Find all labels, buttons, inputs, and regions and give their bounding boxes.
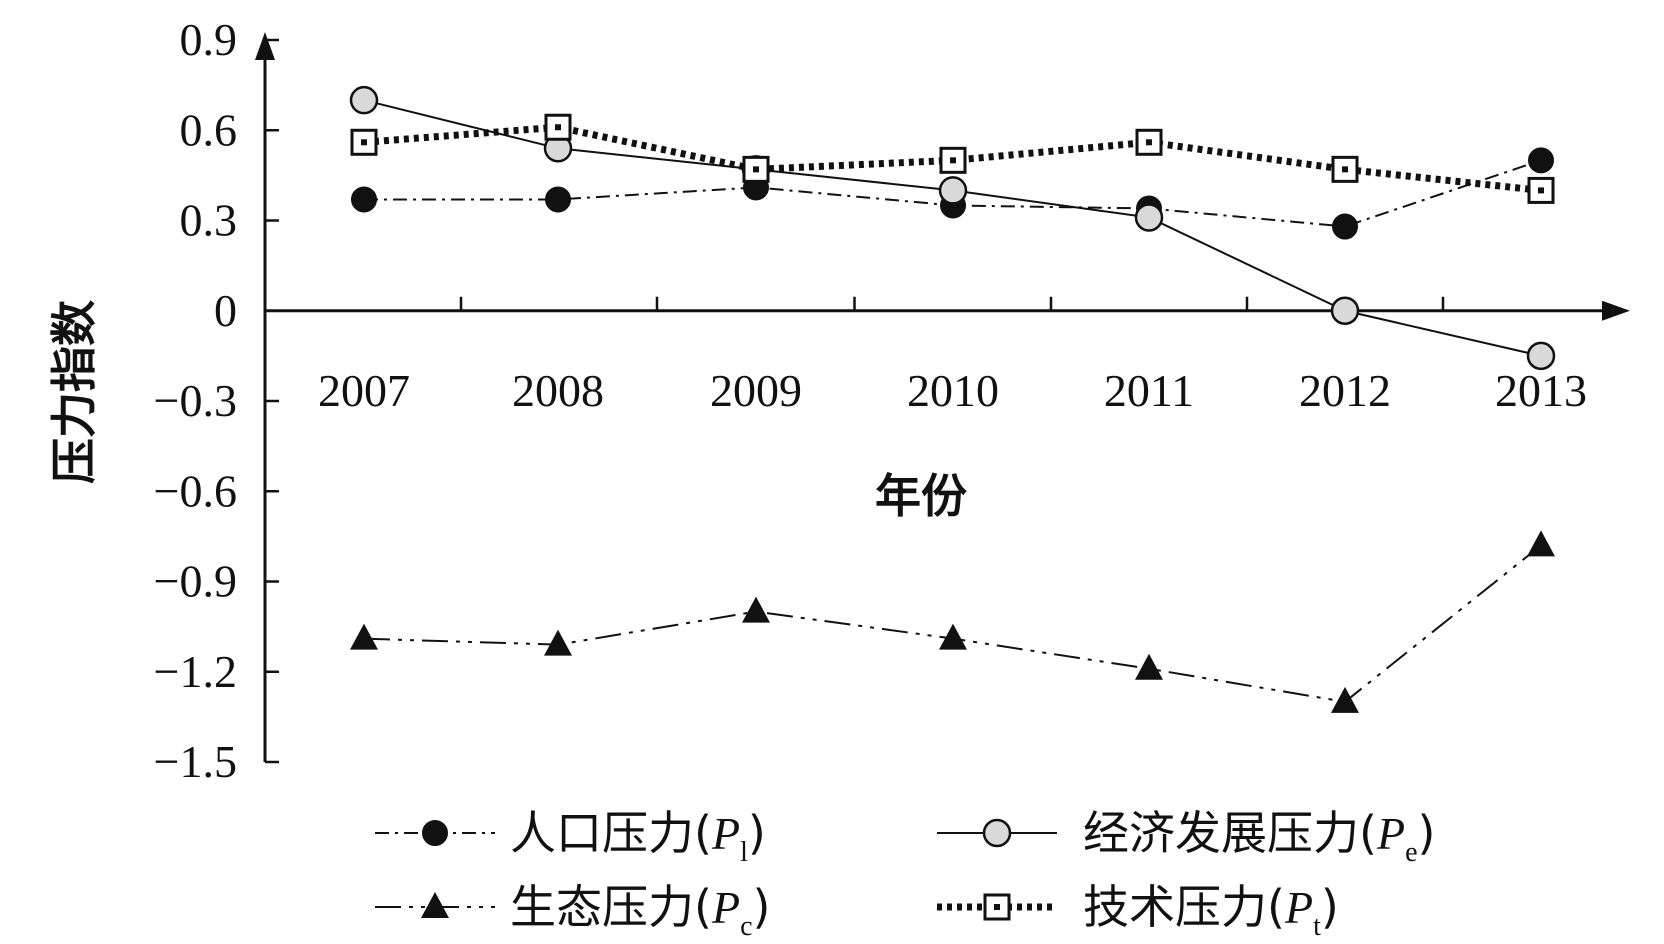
- data-point: [1134, 203, 1164, 232]
- x-tick-label: 2012: [1299, 365, 1391, 416]
- square-center: [555, 124, 561, 131]
- series-2: [349, 85, 1556, 371]
- y-tick-label: 0.3: [180, 195, 238, 246]
- data-point: [544, 629, 572, 656]
- series-layer: [349, 85, 1556, 713]
- legend-item-4: 技术压力(Pt): [937, 880, 1339, 942]
- x-axis-arrow: [1602, 300, 1630, 321]
- x-tick-label: 2007: [318, 365, 410, 416]
- data-point: [1135, 128, 1163, 156]
- series-line: [363, 99, 1542, 357]
- legend-label: 人口压力(Pl): [510, 806, 766, 868]
- tick-labels: 0.9 0.6 0.3 0 −0.3 −0.6 −0.9 −1.2 −1.5 2007 2008 20…: [154, 14, 1587, 787]
- legend-marker: [982, 818, 1012, 848]
- legend-item-3: 生态压力(Pc): [375, 880, 770, 942]
- series-3: [350, 530, 1555, 713]
- legend-item-1: 人口压力(Pl): [375, 806, 766, 868]
- y-tick-label: −0.9: [154, 556, 237, 607]
- axes: [255, 32, 1630, 764]
- data-point: [545, 186, 571, 213]
- data-point: [350, 623, 378, 650]
- data-point: [1331, 686, 1359, 713]
- data-point: [351, 186, 377, 213]
- data-point: [349, 85, 379, 115]
- x-tick-label: 2010: [907, 365, 999, 416]
- legend-marker: [422, 820, 448, 846]
- square-center: [1538, 187, 1544, 194]
- square-center: [753, 166, 759, 173]
- square-outline: [544, 113, 572, 141]
- data-point: [1527, 176, 1555, 204]
- data-point: [544, 113, 572, 141]
- series-4: [350, 113, 1555, 204]
- y-tick-label: −1.2: [154, 646, 237, 697]
- series-line: [363, 544, 1542, 703]
- square-center: [1342, 166, 1348, 173]
- data-point: [350, 128, 378, 156]
- data-point: [939, 146, 967, 174]
- legend-label: 经济发展压力(Pe): [1083, 806, 1435, 868]
- data-point: [742, 155, 770, 183]
- y-axis-arrow: [255, 32, 275, 60]
- data-point: [938, 176, 968, 205]
- y-tick-label: 0.6: [180, 104, 238, 155]
- data-point: [1528, 147, 1554, 174]
- square-center: [994, 904, 1000, 910]
- data-point: [939, 623, 967, 650]
- data-point: [1527, 530, 1555, 557]
- x-tick-label: 2008: [512, 365, 604, 416]
- legend: 人口压力(Pl) 经济发展压力(Pe) 生态压力(Pc) 技术压力(Pt): [375, 806, 1435, 942]
- y-tick-label: 0.9: [180, 14, 238, 65]
- x-tick-label: 2013: [1495, 365, 1587, 416]
- x-tick-label: 2011: [1104, 365, 1194, 416]
- y-tick-label: 0: [214, 285, 237, 336]
- data-point: [1331, 155, 1359, 183]
- data-point: [1526, 341, 1556, 371]
- data-point: [1330, 296, 1360, 325]
- data-point: [1332, 213, 1358, 240]
- data-point: [742, 596, 770, 623]
- y-tick-label: −0.6: [154, 465, 237, 516]
- legend-item-2: 经济发展压力(Pe): [937, 806, 1435, 868]
- legend-marker: [983, 893, 1011, 921]
- square-center: [1146, 139, 1152, 146]
- legend-label: 生态压力(Pc): [510, 880, 770, 942]
- y-axis-title: 压力指数: [47, 300, 101, 484]
- y-tick-label: −0.3: [154, 375, 237, 426]
- x-tick-label: 2009: [710, 365, 802, 416]
- square-center: [950, 157, 956, 164]
- data-point: [1135, 653, 1163, 680]
- legend-label: 技术压力(Pt): [1083, 880, 1339, 942]
- y-tick-label: −1.5: [154, 736, 237, 787]
- square-center: [361, 139, 367, 146]
- x-axis-title: 年份: [875, 469, 967, 523]
- legend-marker: [421, 892, 449, 918]
